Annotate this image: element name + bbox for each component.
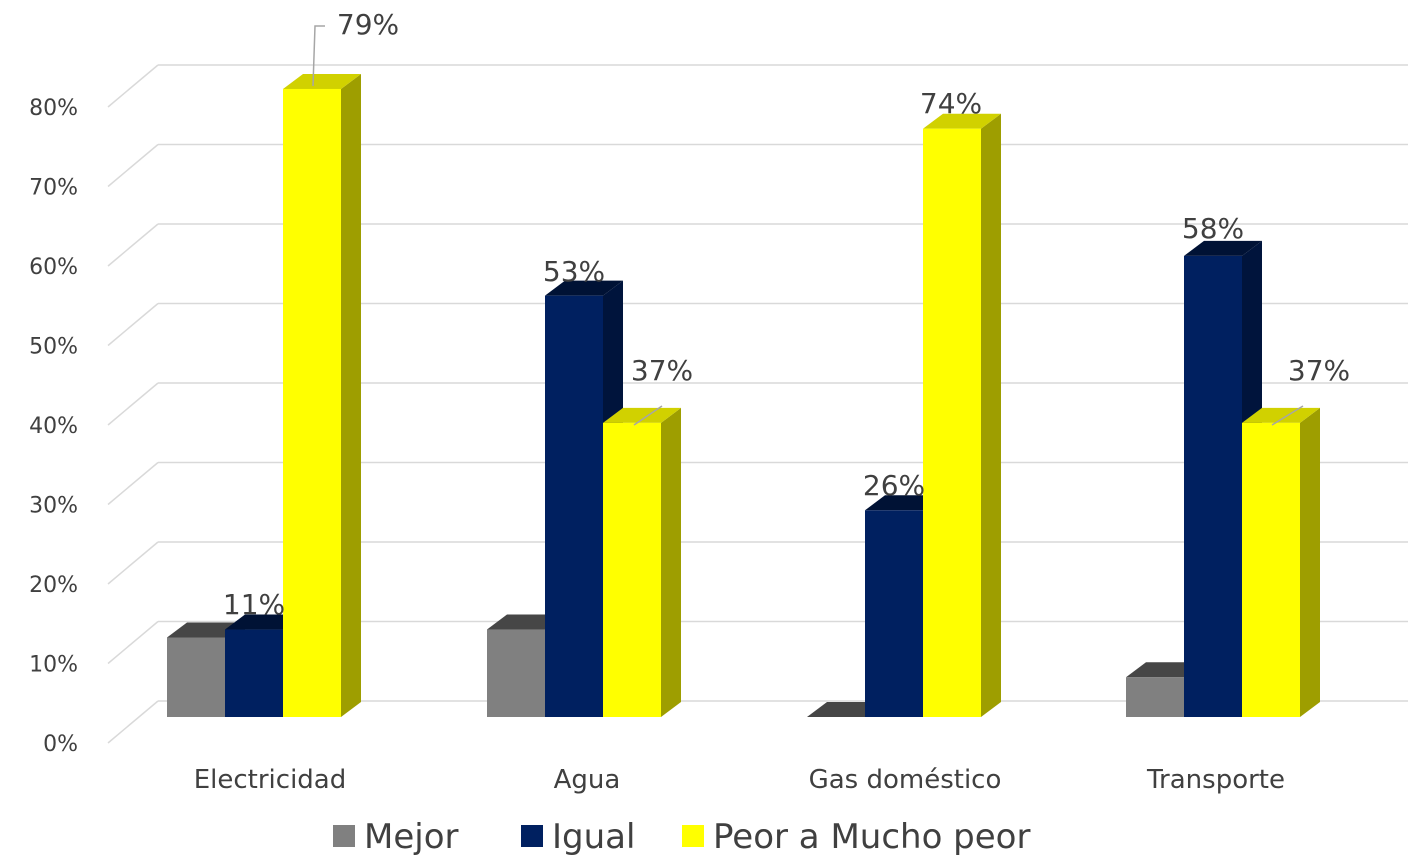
gridline-side: [107, 382, 159, 426]
gridline-side: [107, 620, 159, 665]
bar-front: [487, 629, 545, 717]
data-label: 37%: [631, 354, 693, 387]
bar-top: [603, 407, 681, 423]
bar-front: [545, 295, 603, 717]
legend-swatch: [333, 825, 355, 847]
bar: [283, 73, 361, 717]
legend-item: Mejor: [333, 817, 459, 857]
data-label: 26%: [863, 469, 925, 502]
bar-front: [1126, 677, 1184, 717]
x-tick-label: Agua: [554, 765, 621, 795]
bar-front: [283, 88, 341, 717]
gridline-side: [107, 700, 159, 744]
data-label: 11%: [223, 588, 285, 621]
bar-top: [1242, 407, 1320, 423]
bar-side: [341, 73, 361, 717]
bar: [923, 113, 1001, 717]
legend-label: Igual: [552, 817, 635, 857]
y-tick-label: 10%: [29, 653, 78, 678]
data-label: 74%: [920, 87, 982, 120]
bar-front: [923, 128, 981, 717]
legend-item: Igual: [521, 817, 635, 857]
legend-label: Mejor: [364, 817, 459, 857]
bar-top: [283, 73, 361, 89]
bar-side: [981, 113, 1001, 717]
bar-front: [1184, 255, 1242, 717]
bar-top: [545, 280, 623, 296]
y-tick-label: 0%: [43, 732, 78, 757]
legend: Mejor Igual Peor a Mucho peor: [333, 817, 1030, 857]
y-tick-label: 80%: [29, 96, 78, 121]
y-tick-label: 50%: [29, 335, 78, 360]
bar-front: [603, 422, 661, 717]
bar-front: [167, 637, 225, 717]
bar-side: [661, 407, 681, 717]
legend-label: Peor a Mucho peor: [713, 817, 1030, 857]
y-tick-label: 20%: [29, 573, 78, 598]
gridline-side: [107, 64, 159, 108]
gridline-side: [107, 223, 159, 267]
bar: [603, 407, 681, 717]
bar: [1242, 407, 1320, 717]
legend-swatch: [682, 825, 704, 847]
x-tick-label: Gas doméstico: [809, 765, 1002, 795]
legend-item: Peor a Mucho peor: [682, 817, 1030, 857]
bar-front: [1242, 422, 1300, 717]
x-axis-labels: Electricidad Agua Gas doméstico Transporte: [194, 765, 1285, 795]
leader-line: [312, 25, 325, 87]
x-tick-label: Electricidad: [194, 765, 347, 795]
bar-top: [1184, 240, 1262, 256]
data-label: 58%: [1182, 212, 1244, 245]
leader-line: [633, 405, 663, 426]
y-axis-ticks: 0% 10% 20% 30% 40% 50% 60% 70% 80%: [29, 96, 78, 757]
gridline-side: [107, 461, 159, 506]
legend-swatch: [521, 825, 543, 847]
y-tick-label: 70%: [29, 176, 78, 201]
leader-line: [1271, 405, 1304, 426]
bar-top: [923, 113, 1001, 129]
y-tick-label: 40%: [29, 414, 78, 439]
bar-front: [865, 510, 923, 717]
x-tick-label: Transporte: [1146, 765, 1285, 795]
bar-side: [1300, 407, 1320, 717]
gridline-side: [107, 541, 159, 585]
bar-front: [225, 629, 283, 717]
gridline-side: [107, 143, 159, 188]
data-label: 79%: [337, 8, 399, 41]
data-label: 53%: [543, 255, 605, 288]
y-tick-label: 30%: [29, 494, 78, 519]
gridlines: [107, 64, 1408, 744]
data-label: 37%: [1288, 354, 1350, 387]
gridline-side: [107, 302, 159, 347]
data-labels: 11% 79% 53% 37% 26% 74% 58% 37%: [223, 8, 1350, 621]
bars: [167, 73, 1320, 717]
y-tick-label: 60%: [29, 255, 78, 280]
